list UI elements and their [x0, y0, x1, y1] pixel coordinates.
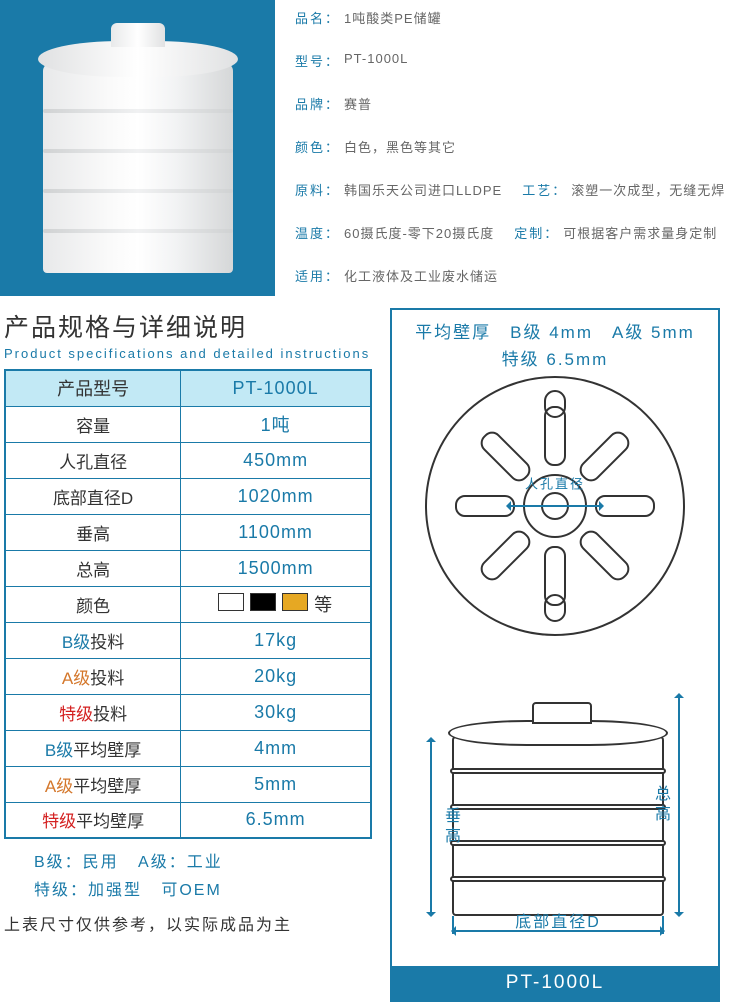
footnote: 上表尺寸仅供参考，以实际成品为主 [4, 911, 372, 935]
dim-label: 垂高 [438, 807, 462, 847]
bottom-section: 产品规格与详细说明 Product specifications and det… [0, 296, 735, 1002]
spec-label: 特级投料 [5, 694, 181, 730]
side-view-diagram: 垂高 总高 底部直径D [400, 658, 710, 958]
spec-label: B级平均壁厚 [5, 730, 181, 766]
legend-item: 可OEM [161, 882, 221, 899]
spec-value: 1吨 [181, 406, 371, 442]
dim-vertical-height: 垂高 [430, 738, 432, 916]
info-label: 品牌： [295, 94, 340, 113]
diagram-model-footer: PT-1000L [392, 966, 718, 1000]
spec-label: 人孔直径 [5, 442, 181, 478]
info-label: 工艺： [522, 180, 567, 199]
info-value: 1吨酸类PE储罐 [344, 8, 442, 27]
info-label: 型号： [295, 51, 340, 70]
info-label: 原料： [295, 180, 340, 199]
tank-illustration [33, 23, 243, 273]
diagram-column: 平均壁厚 B级 4mm A级 5mm 特级 6.5mm 人孔直径 [390, 308, 720, 1002]
spec-value: 6.5mm [181, 802, 371, 838]
spec-value: 30kg [181, 694, 371, 730]
spec-column: 产品规格与详细说明 Product specifications and det… [0, 308, 372, 935]
spec-label: 容量 [5, 406, 181, 442]
dim-label: 总高 [648, 785, 672, 825]
spec-label: 特级平均壁厚 [5, 802, 181, 838]
info-label: 温度： [295, 223, 340, 242]
info-value: 滚塑一次成型，无缝无焊 [571, 180, 725, 199]
dim-label: 底部直径D [515, 908, 601, 932]
spec-label: A级投料 [5, 658, 181, 694]
spec-label: 颜色 [5, 586, 181, 622]
legend-item: B级：民用 [34, 854, 119, 871]
grade-legend: B级：民用 A级：工业 特级：加强型 可OEM [34, 849, 372, 905]
spec-value: PT-1000L [181, 370, 371, 406]
spec-label: A级平均壁厚 [5, 766, 181, 802]
legend-item: A级：工业 [138, 854, 223, 871]
spec-value: 20kg [181, 658, 371, 694]
info-value: 60摄氏度-零下20摄氏度 [344, 223, 494, 242]
spec-value: 4mm [181, 730, 371, 766]
top-view-diagram: 人孔直径 [400, 376, 710, 636]
info-value: 化工液体及工业废水储运 [344, 266, 498, 285]
spec-label: 总高 [5, 550, 181, 586]
wall-line2: 特级 6.5mm [396, 345, 714, 370]
dim-bottom-diameter: 底部直径D [452, 930, 664, 932]
info-value: 可根据客户需求量身定制 [563, 223, 717, 242]
tank-side-outline [452, 694, 664, 916]
product-photo [0, 0, 275, 296]
spec-table: 产品型号PT-1000L容量1吨人孔直径450mm底部直径D1020mm垂高11… [4, 369, 372, 839]
spec-value: 1100mm [181, 514, 371, 550]
spec-label: B级投料 [5, 622, 181, 658]
spec-label: 垂高 [5, 514, 181, 550]
info-value: 白色，黑色等其它 [344, 137, 456, 156]
spec-label: 产品型号 [5, 370, 181, 406]
info-value: 韩国乐天公司进口LLDPE [344, 180, 502, 199]
manhole-label: 人孔直径 [525, 474, 585, 493]
dim-total-height: 总高 [678, 694, 680, 916]
spec-value: 17kg [181, 622, 371, 658]
section-title-en: Product specifications and detailed inst… [4, 346, 372, 361]
section-title-cn: 产品规格与详细说明 [4, 308, 372, 344]
spec-label: 底部直径D [5, 478, 181, 514]
spec-value: 1500mm [181, 550, 371, 586]
spec-value: 等 [181, 586, 371, 622]
top-section: 品名：1吨酸类PE储罐 型号：PT-1000L 品牌：赛普 颜色：白色，黑色等其… [0, 0, 735, 296]
info-label: 定制： [514, 223, 559, 242]
info-list: 品名：1吨酸类PE储罐 型号：PT-1000L 品牌：赛普 颜色：白色，黑色等其… [275, 0, 735, 296]
spec-value: 450mm [181, 442, 371, 478]
info-label: 品名： [295, 8, 340, 27]
manhole-arrow [507, 505, 603, 507]
wall-line1: 平均壁厚 B级 4mm A级 5mm [415, 323, 695, 342]
info-value: 赛普 [344, 94, 372, 113]
info-label: 颜色： [295, 137, 340, 156]
info-value: PT-1000L [344, 51, 408, 70]
legend-item: 特级：加强型 [34, 882, 142, 899]
spec-value: 1020mm [181, 478, 371, 514]
wall-thickness-heading: 平均壁厚 B级 4mm A级 5mm 特级 6.5mm [392, 310, 718, 376]
info-label: 适用： [295, 266, 340, 285]
spec-value: 5mm [181, 766, 371, 802]
